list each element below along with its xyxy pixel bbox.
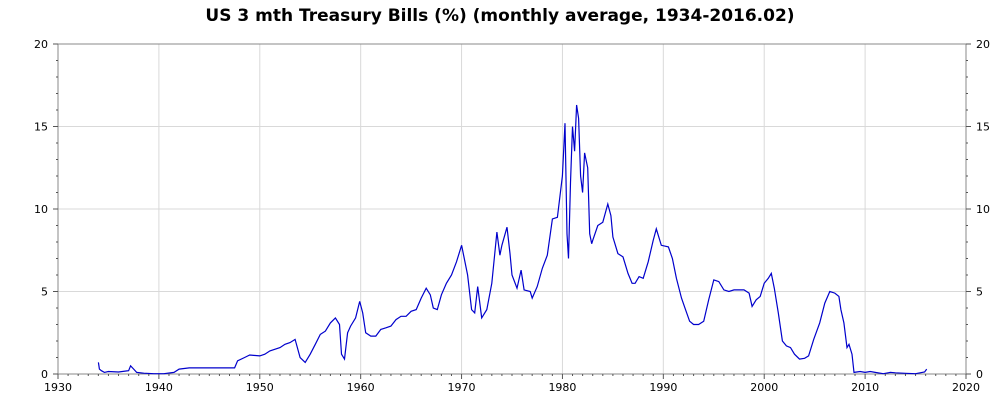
y-left-tick-label: 0 — [41, 368, 48, 381]
x-tick-label: 1990 — [649, 381, 677, 394]
axis-ticks — [53, 43, 971, 379]
tick-labels: 1930 1940 1950 1960 1970 1980 1990 2000 2010 2020… — [34, 38, 990, 394]
y-right-tick-label: 5 — [976, 286, 983, 299]
x-tick-label: 2010 — [851, 381, 879, 394]
x-tick-label: 1960 — [347, 381, 375, 394]
y-right-tick-label: 20 — [976, 38, 990, 51]
y-right-tick-label: 10 — [976, 203, 990, 216]
x-tick-label: 1940 — [145, 381, 173, 394]
x-tick-label: 2020 — [952, 381, 980, 394]
y-left-tick-label: 20 — [34, 38, 48, 51]
x-tick-label: 2000 — [750, 381, 778, 394]
x-tick-label: 1950 — [246, 381, 274, 394]
x-tick-label: 1930 — [44, 381, 72, 394]
chart-title: US 3 mth Treasury Bills (%) (monthly ave… — [205, 6, 795, 26]
series-line — [97, 104, 928, 375]
x-tick-label: 1980 — [548, 381, 576, 394]
x-tick-label: 1970 — [448, 381, 476, 394]
y-left-tick-label: 10 — [34, 203, 48, 216]
y-left-tick-label: 15 — [34, 121, 48, 134]
grid — [57, 43, 967, 375]
y-right-tick-label: 15 — [976, 121, 990, 134]
y-right-tick-label: 0 — [976, 368, 983, 381]
y-left-tick-label: 5 — [41, 286, 48, 299]
